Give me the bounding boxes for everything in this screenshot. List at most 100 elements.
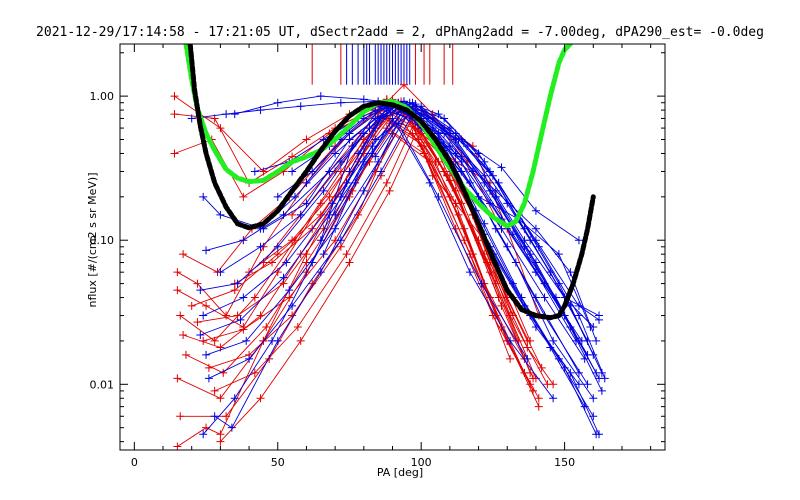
data-point-marker <box>595 430 604 439</box>
data-point-marker <box>460 224 469 233</box>
data-point-marker <box>239 293 248 302</box>
data-point-marker <box>377 112 386 121</box>
data-point-marker <box>319 250 328 259</box>
data-point-marker <box>345 258 354 267</box>
data-series-line <box>179 117 525 374</box>
data-point-marker <box>388 114 397 123</box>
data-point-marker <box>377 167 386 176</box>
data-series-line <box>202 117 554 435</box>
data-point-marker <box>250 293 259 302</box>
data-point-marker <box>216 394 225 403</box>
data-series-line <box>191 105 548 385</box>
data-point-marker <box>534 394 543 403</box>
data-point-marker <box>457 135 466 144</box>
data-point-marker <box>526 368 535 377</box>
data-point-marker <box>222 110 231 119</box>
data-point-marker <box>285 293 294 302</box>
data-point-marker <box>589 394 598 403</box>
data-point-marker <box>204 374 213 383</box>
data-point-marker <box>399 80 408 89</box>
data-point-marker <box>216 437 225 446</box>
data-point-marker <box>549 336 558 345</box>
data-point-marker <box>592 336 601 345</box>
data-series-line <box>306 102 600 379</box>
data-point-marker <box>586 322 595 331</box>
data-point-marker <box>288 236 297 245</box>
data-point-marker <box>336 192 345 201</box>
data-point-marker <box>531 322 540 331</box>
plot-area: 0 50 100 150 0.01 0.10 1.00 <box>90 43 666 469</box>
data-point-marker <box>202 246 211 255</box>
data-point-marker <box>170 92 179 101</box>
data-point-marker <box>345 167 354 176</box>
data-point-marker <box>199 430 208 439</box>
data-point-marker <box>204 363 213 372</box>
data-point-marker <box>368 142 377 151</box>
x-tick-label: 100 <box>411 456 432 469</box>
data-point-marker <box>230 394 239 403</box>
data-point-marker <box>480 171 489 180</box>
data-point-marker <box>293 322 302 331</box>
data-point-marker <box>597 386 606 395</box>
x-tick-label: 50 <box>271 456 285 469</box>
data-point-marker <box>497 163 506 172</box>
data-point-marker <box>325 167 334 176</box>
data-point-marker <box>302 250 311 259</box>
data-point-marker <box>336 98 345 107</box>
data-point-marker <box>273 98 282 107</box>
data-point-marker <box>354 149 363 158</box>
data-point-marker <box>359 95 368 104</box>
y-tick-label: 0.10 <box>90 234 115 247</box>
data-point-marker <box>239 325 248 334</box>
data-point-marker <box>540 293 549 302</box>
data-point-marker <box>371 124 380 133</box>
data-point-marker <box>600 374 609 383</box>
data-point-marker <box>465 268 474 277</box>
data-point-marker <box>288 152 297 161</box>
data-point-marker <box>296 210 305 219</box>
data-point-marker <box>411 106 420 115</box>
data-point-marker <box>262 322 271 331</box>
chart-title: 2021-12-29/17:14:58 - 17:21:05 UT, dSect… <box>36 25 764 40</box>
data-point-marker <box>511 258 520 267</box>
data-point-marker <box>434 192 443 201</box>
data-point-marker <box>296 102 305 111</box>
data-point-marker <box>497 224 506 233</box>
data-point-marker <box>477 279 486 288</box>
data-point-marker <box>268 258 277 267</box>
data-point-marker <box>371 135 380 144</box>
data-point-marker <box>273 242 282 251</box>
data-point-marker <box>488 171 497 180</box>
data-point-marker <box>273 336 282 345</box>
green-fit-curve <box>183 44 573 229</box>
data-point-marker <box>245 268 254 277</box>
data-point-marker <box>566 268 575 277</box>
data-point-marker <box>531 258 540 267</box>
data-point-marker <box>308 258 317 267</box>
data-point-marker <box>371 152 380 161</box>
data-point-marker <box>173 286 182 295</box>
x-tick-label: 0 <box>131 456 138 469</box>
data-point-marker <box>359 186 368 195</box>
y-tick-label: 0.01 <box>90 378 115 391</box>
data-point-marker <box>216 430 225 439</box>
data-point-marker <box>574 336 583 345</box>
data-point-marker <box>302 178 311 187</box>
data-point-marker <box>382 178 391 187</box>
data-point-marker <box>176 311 185 320</box>
data-point-marker <box>451 149 460 158</box>
data-point-marker <box>574 236 583 245</box>
data-point-marker <box>417 102 426 111</box>
data-point-marker <box>187 301 196 310</box>
data-point-marker <box>227 423 236 432</box>
data-series-line <box>180 132 511 417</box>
data-point-marker <box>290 192 299 201</box>
data-point-marker <box>529 374 538 383</box>
data-point-marker <box>233 311 242 320</box>
data-point-marker <box>531 236 540 245</box>
data-point-marker <box>210 336 219 345</box>
data-series-line <box>203 113 554 385</box>
y-axis-label: nflux [#/(cm2 s sr MeV)] <box>86 173 99 308</box>
